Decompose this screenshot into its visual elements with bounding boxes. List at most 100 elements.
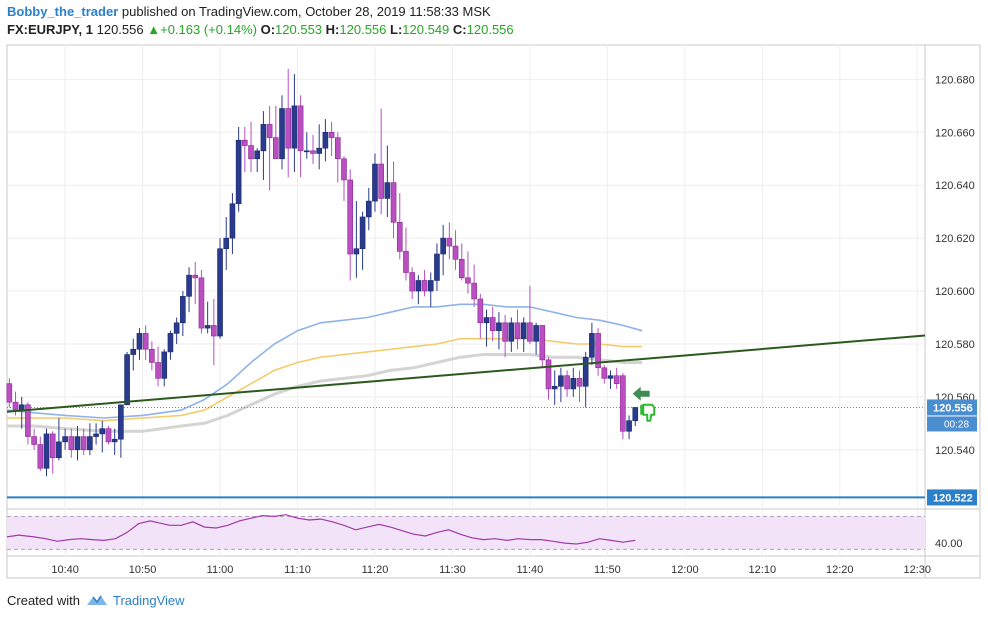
- candle: [254, 148, 261, 172]
- candle: [68, 428, 75, 458]
- candle: [589, 322, 595, 366]
- time-tick-label: 11:10: [284, 564, 311, 576]
- candle-body: [217, 248, 223, 337]
- candle: [353, 201, 360, 278]
- candle-body: [471, 282, 477, 300]
- candle-body: [489, 317, 496, 332]
- candle: [198, 269, 205, 334]
- candle: [607, 370, 614, 389]
- thumbs-down-shape: [642, 403, 656, 422]
- candle-body: [477, 298, 484, 324]
- price-tick-label: 120.640: [935, 180, 975, 192]
- time-tick-label: 11:00: [207, 564, 234, 576]
- candle: [304, 132, 310, 159]
- symbol-label: FX:EURJPY, 1: [7, 22, 93, 37]
- candle-body: [211, 325, 217, 337]
- candle-body: [434, 253, 440, 281]
- candle: [539, 325, 546, 368]
- candle-body: [607, 375, 614, 379]
- thumbs-down-cuff: [640, 404, 644, 415]
- candle: [80, 428, 87, 456]
- candle: [56, 418, 62, 461]
- candle-body: [458, 259, 465, 279]
- time-tick-label: 11:50: [594, 564, 621, 576]
- created-with-label: Created with: [7, 593, 80, 608]
- chart-frame: [6, 44, 981, 579]
- candle-body: [589, 333, 595, 358]
- trend-line: [6, 334, 926, 413]
- candle: [415, 275, 422, 305]
- rsi-line: [6, 514, 636, 545]
- tradingview-brand-link[interactable]: TradingView: [113, 593, 185, 608]
- candle: [192, 261, 199, 305]
- candle-body: [111, 438, 118, 443]
- candle-body: [613, 375, 620, 384]
- candle-body: [403, 251, 409, 273]
- last-price: 120.556: [96, 22, 144, 37]
- candle-body: [514, 322, 521, 339]
- candle: [242, 127, 248, 172]
- candle: [37, 436, 44, 471]
- candle-body: [502, 322, 508, 342]
- support-price-tag-bg: [927, 489, 977, 506]
- candle: [421, 269, 428, 297]
- candle-body: [149, 348, 155, 363]
- left-arrow-icon: [632, 386, 650, 401]
- candle-body: [142, 333, 149, 350]
- candle-body: [124, 354, 130, 406]
- candle: [211, 298, 217, 366]
- candle: [527, 285, 533, 344]
- candle: [489, 306, 496, 342]
- candle: [477, 293, 484, 339]
- candle-body: [341, 158, 347, 181]
- author-link[interactable]: Bobby_the_trader: [7, 4, 119, 19]
- candle-body: [18, 404, 25, 411]
- candle-body: [297, 105, 304, 152]
- candle-body: [520, 322, 527, 339]
- current-price-tag: 120.556: [927, 399, 977, 416]
- candle: [99, 420, 106, 453]
- candle-body: [105, 428, 112, 443]
- candle-body: [353, 248, 360, 255]
- candle: [533, 322, 539, 355]
- rsi-band: [7, 516, 925, 550]
- close-value: 120.556: [466, 22, 514, 37]
- up-arrow-icon: ▲: [147, 22, 161, 37]
- candle-body: [242, 139, 248, 146]
- candle-body: [632, 407, 639, 421]
- candle-body: [533, 325, 539, 342]
- price-tick-label: 120.600: [935, 286, 975, 298]
- thumbs-down-icon: [640, 403, 656, 422]
- candle: [43, 428, 50, 477]
- price-change: +0.163 (+0.14%): [160, 22, 257, 37]
- candle-body: [322, 132, 329, 149]
- current-price-tag-text: 120.556: [933, 402, 973, 414]
- candle: [149, 341, 155, 371]
- candle: [87, 423, 93, 456]
- candle-body: [248, 145, 254, 160]
- open-label: O:: [260, 22, 276, 37]
- candle: [291, 74, 298, 172]
- candle: [248, 121, 254, 172]
- candle-body: [229, 203, 236, 239]
- candle: [316, 124, 322, 170]
- open-value: 120.553: [275, 22, 323, 37]
- countdown-tag-text: 00:28: [944, 419, 969, 430]
- price-tick-label: 120.680: [935, 74, 975, 86]
- candle: [595, 328, 601, 376]
- candle: [403, 227, 409, 281]
- candle: [105, 425, 112, 445]
- candle: [471, 264, 477, 307]
- candle: [310, 134, 316, 165]
- candle-body: [62, 436, 68, 443]
- candle: [613, 367, 620, 389]
- candle: [384, 145, 391, 217]
- candle-body: [601, 367, 608, 379]
- candle: [359, 211, 366, 270]
- candle-body: [328, 132, 335, 138]
- candle: [74, 425, 81, 461]
- candle-body: [37, 444, 44, 469]
- candle-body: [198, 277, 205, 329]
- candle-body: [68, 436, 75, 451]
